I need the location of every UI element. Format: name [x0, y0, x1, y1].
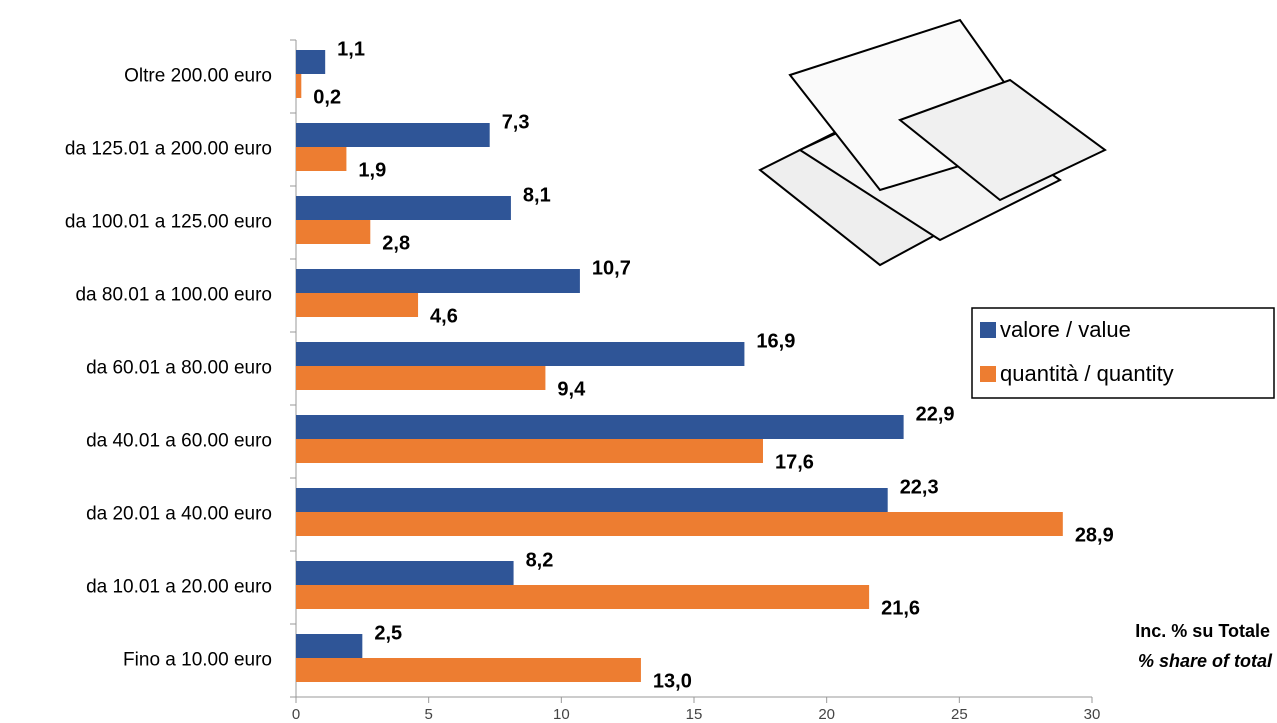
- annotation: % share of total: [1138, 651, 1273, 671]
- value-label: 1,1: [337, 38, 365, 60]
- y-tick-label: da 20.01 a 40.00 euro: [86, 504, 272, 525]
- value-label: 9,4: [557, 378, 586, 400]
- bar: [296, 342, 745, 366]
- y-tick-label: da 80.01 a 100.00 euro: [75, 285, 272, 306]
- legend-label: valore / value: [1000, 317, 1131, 342]
- legend-label: quantità / quantity: [1000, 361, 1174, 386]
- bar: [296, 269, 580, 293]
- y-tick-label: da 100.01 a 125.00 euro: [65, 212, 272, 233]
- y-tick-label: da 10.01 a 20.00 euro: [86, 577, 272, 598]
- x-tick-label: 10: [553, 706, 570, 723]
- bar: [296, 50, 326, 74]
- x-tick-label: 30: [1084, 706, 1101, 723]
- y-tick-label: Fino a 10.00 euro: [123, 650, 272, 671]
- bar: [296, 561, 514, 585]
- value-label: 0,2: [313, 86, 341, 108]
- bar: [296, 585, 870, 609]
- bar: [296, 147, 347, 171]
- value-label: 22,3: [900, 476, 939, 498]
- legend: valore / value quantità / quantity: [971, 307, 1275, 399]
- bar: [296, 512, 1063, 536]
- value-label: 21,6: [881, 597, 920, 619]
- value-label: 28,9: [1075, 524, 1114, 546]
- value-label: 8,2: [526, 549, 554, 571]
- bar: [296, 196, 511, 220]
- bar: [296, 658, 641, 682]
- x-tick-label: 5: [424, 706, 432, 723]
- value-label: 22,9: [916, 403, 955, 425]
- bar: [296, 74, 302, 98]
- bar: [296, 439, 763, 463]
- value-label: 4,6: [430, 305, 458, 327]
- money-illustration: [758, 18, 1107, 267]
- bar: [296, 415, 904, 439]
- value-label: 2,5: [374, 622, 402, 644]
- legend-swatch: [980, 366, 996, 382]
- bar: [296, 220, 371, 244]
- y-tick-label: da 125.01 a 200.00 euro: [65, 139, 272, 160]
- y-tick-label: da 40.01 a 60.00 euro: [86, 431, 272, 452]
- value-label: 2,8: [382, 232, 410, 254]
- legend-box: [971, 307, 1275, 399]
- x-tick-label: 0: [292, 706, 300, 723]
- annotation: Inc. % su Totale: [1135, 621, 1270, 641]
- bar: [296, 123, 490, 147]
- value-label: 8,1: [523, 184, 551, 206]
- value-label: 16,9: [756, 330, 795, 352]
- x-tick-label: 15: [686, 706, 703, 723]
- y-tick-label: Oltre 200.00 euro: [124, 66, 272, 87]
- value-label: 1,9: [358, 159, 386, 181]
- legend-swatch: [980, 322, 996, 338]
- value-label: 10,7: [592, 257, 631, 279]
- x-tick-label: 20: [818, 706, 835, 723]
- bar: [296, 293, 419, 317]
- y-tick-label: da 60.01 a 80.00 euro: [86, 358, 272, 379]
- bar: [296, 488, 888, 512]
- bar: [296, 634, 363, 658]
- value-label: 7,3: [502, 111, 530, 133]
- value-label: 17,6: [775, 451, 814, 473]
- x-tick-label: 25: [951, 706, 968, 723]
- value-label: 13,0: [653, 670, 692, 692]
- bar: [296, 366, 546, 390]
